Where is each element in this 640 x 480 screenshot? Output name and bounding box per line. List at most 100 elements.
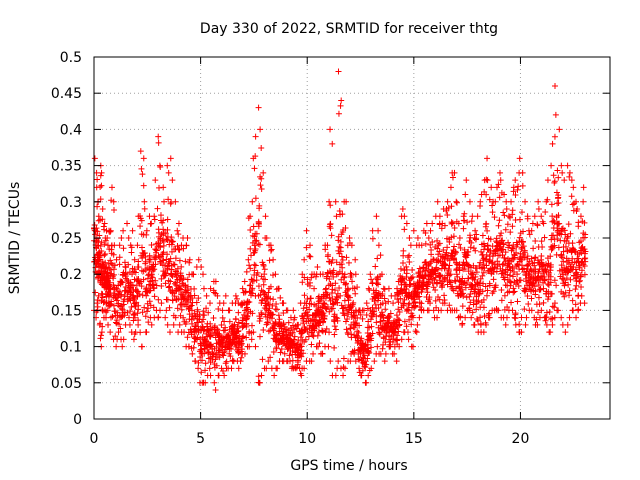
data-point xyxy=(97,196,104,203)
data-point xyxy=(528,295,535,302)
data-point xyxy=(333,259,340,266)
data-point xyxy=(235,309,242,316)
data-point xyxy=(382,306,389,313)
data-point xyxy=(120,336,127,343)
data-point xyxy=(509,307,516,314)
data-point xyxy=(430,256,437,263)
data-point xyxy=(344,287,351,294)
data-point xyxy=(301,365,308,372)
data-point xyxy=(167,329,174,336)
data-point xyxy=(483,176,490,183)
data-point xyxy=(581,300,588,307)
data-point xyxy=(125,261,132,268)
data-point xyxy=(216,347,223,354)
data-point xyxy=(515,282,522,289)
data-point xyxy=(131,314,138,321)
data-point xyxy=(150,281,157,288)
data-point xyxy=(461,265,468,272)
data-point xyxy=(250,223,257,230)
data-point xyxy=(406,316,413,323)
data-point xyxy=(451,225,458,232)
data-point xyxy=(476,263,483,270)
data-point xyxy=(506,288,513,295)
data-point xyxy=(341,271,348,278)
data-point xyxy=(193,299,200,306)
data-point xyxy=(500,209,507,216)
data-point xyxy=(303,244,310,251)
data-point xyxy=(553,189,560,196)
data-point xyxy=(97,320,104,327)
data-point xyxy=(553,282,560,289)
y-tick-label: 0.05 xyxy=(51,376,82,392)
data-point xyxy=(177,270,184,277)
data-point xyxy=(108,260,115,267)
data-point xyxy=(551,314,558,321)
data-point xyxy=(273,306,280,313)
data-point xyxy=(561,282,568,289)
data-point xyxy=(352,256,359,263)
data-point xyxy=(511,314,518,321)
data-point xyxy=(298,353,305,360)
data-point xyxy=(335,68,342,75)
data-point xyxy=(321,301,328,308)
data-point xyxy=(508,198,515,205)
data-point xyxy=(338,97,345,104)
data-point xyxy=(322,246,329,253)
data-point xyxy=(418,242,425,249)
data-point xyxy=(113,285,120,292)
data-point xyxy=(241,322,248,329)
data-point xyxy=(352,315,359,322)
data-point xyxy=(192,358,199,365)
data-point xyxy=(99,216,106,223)
data-point xyxy=(157,243,164,250)
data-point xyxy=(547,253,554,260)
data-point xyxy=(160,217,167,224)
data-point xyxy=(154,205,161,212)
data-point xyxy=(568,177,575,184)
data-point xyxy=(505,213,512,220)
data-point xyxy=(371,358,378,365)
data-point xyxy=(138,165,145,172)
data-point xyxy=(369,330,376,337)
data-point xyxy=(291,336,298,343)
data-point xyxy=(314,332,321,339)
data-point xyxy=(357,311,364,318)
data-point xyxy=(581,263,588,270)
data-point xyxy=(414,235,421,241)
data-point xyxy=(195,365,202,372)
data-point xyxy=(477,320,484,327)
data-point xyxy=(203,305,210,312)
data-point xyxy=(345,311,352,318)
data-point xyxy=(222,360,229,367)
data-point xyxy=(128,303,135,310)
data-point xyxy=(147,287,154,294)
data-point xyxy=(488,260,495,267)
data-point xyxy=(495,181,502,188)
data-point xyxy=(169,177,176,184)
data-point xyxy=(520,228,527,235)
data-point xyxy=(197,353,204,360)
data-point xyxy=(127,308,134,315)
data-point xyxy=(461,217,468,224)
data-point xyxy=(448,203,455,210)
data-point xyxy=(195,295,202,302)
data-point xyxy=(334,317,341,324)
data-point xyxy=(436,240,443,247)
data-point xyxy=(264,300,271,307)
data-point xyxy=(501,191,508,198)
data-point xyxy=(403,220,410,227)
data-point xyxy=(498,270,505,277)
data-point xyxy=(444,198,451,205)
data-point xyxy=(572,286,579,293)
data-point xyxy=(105,321,112,328)
data-point xyxy=(454,273,461,280)
data-point xyxy=(235,319,242,326)
data-point xyxy=(170,321,177,328)
data-point xyxy=(490,276,497,283)
data-point xyxy=(152,277,159,284)
data-point xyxy=(184,283,191,290)
data-point xyxy=(499,261,506,268)
data-point xyxy=(255,373,262,380)
data-point xyxy=(98,329,105,336)
data-point xyxy=(316,340,323,347)
